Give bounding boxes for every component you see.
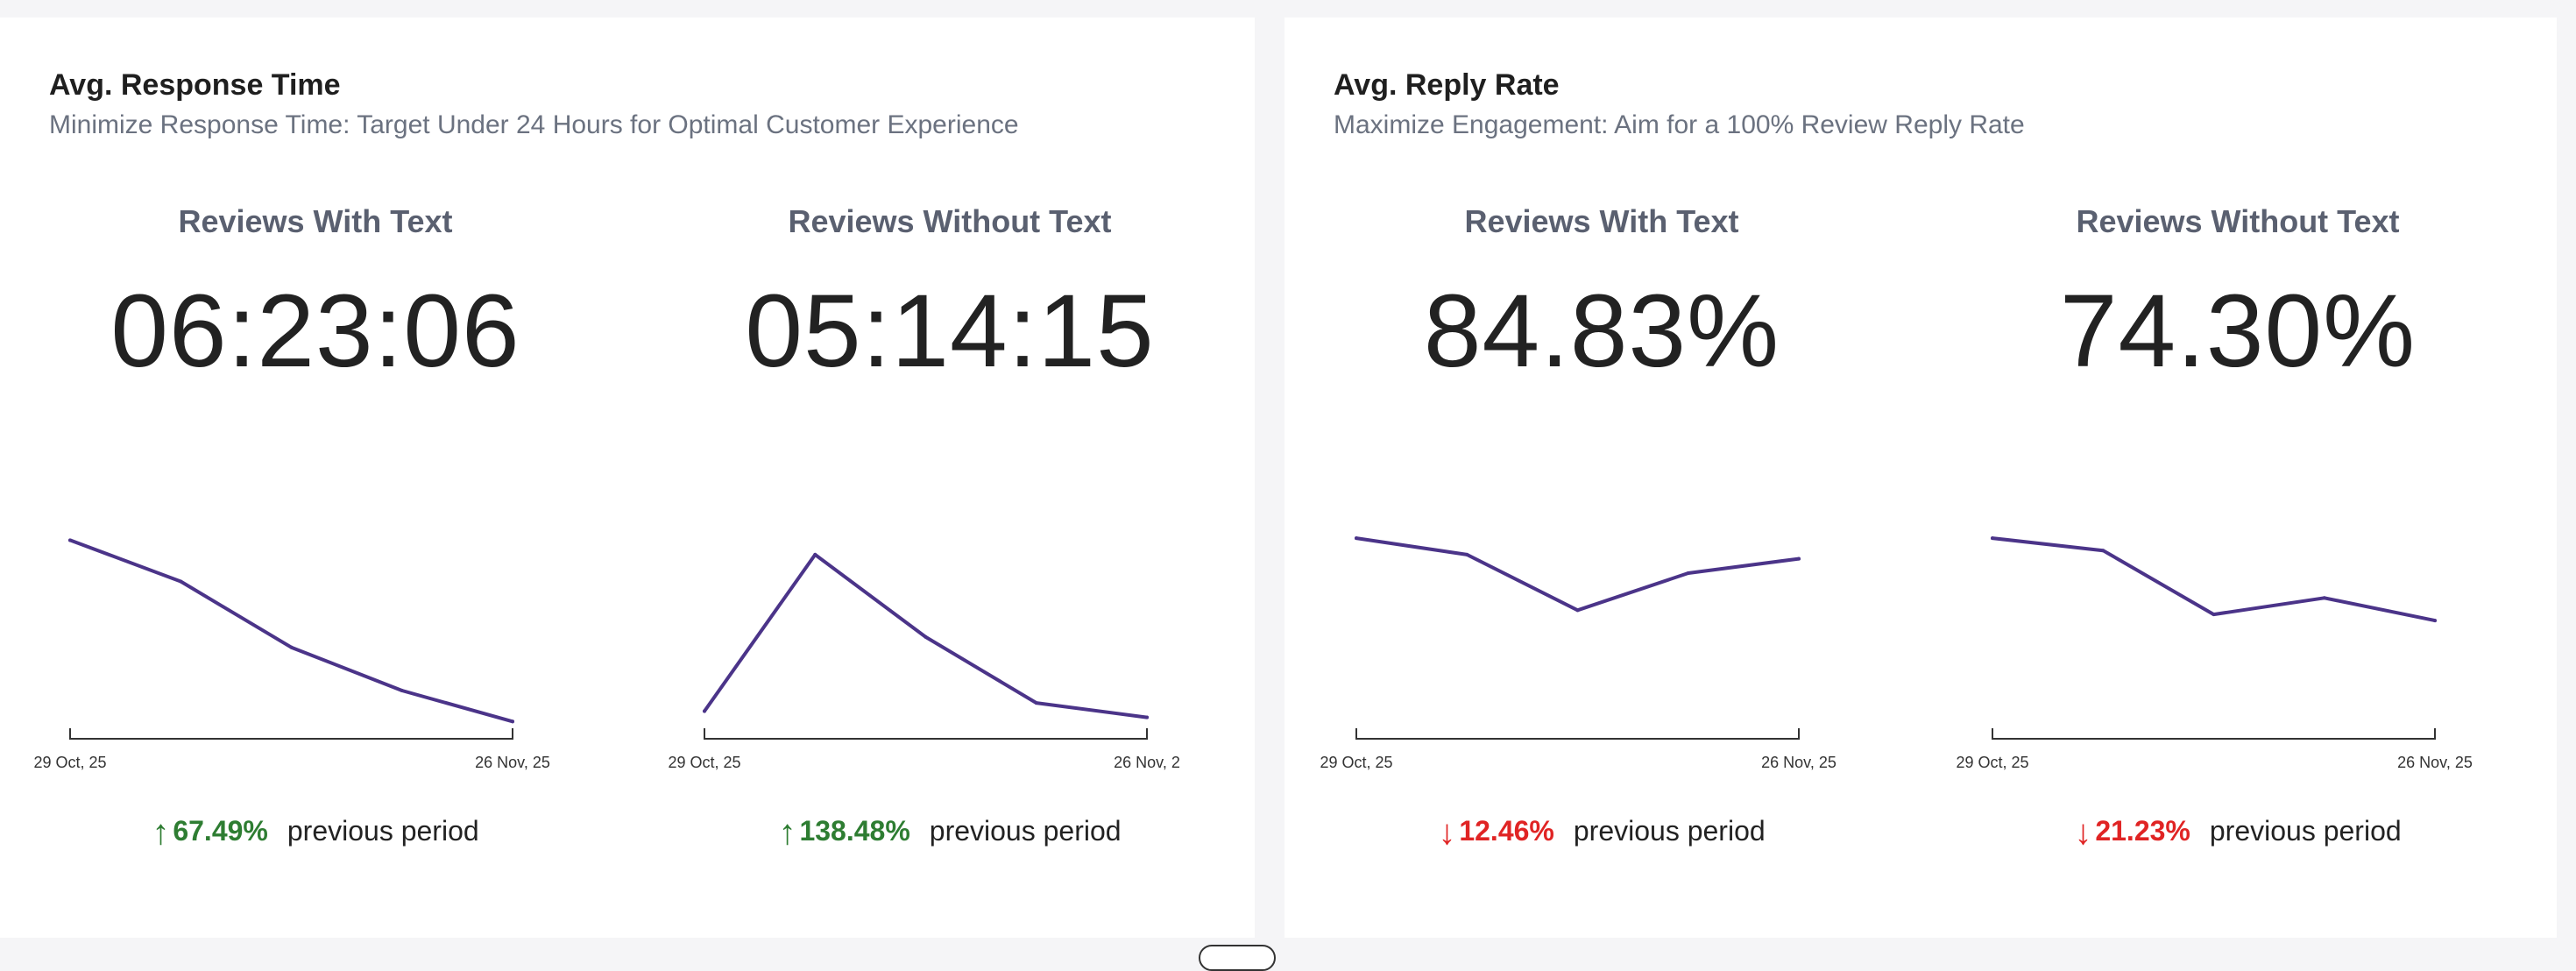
metric-reviews-with-text: Reviews With Text 84.83% 29 Oct, 25 26 No… (1286, 18, 1917, 938)
scroll-handle[interactable] (1199, 945, 1276, 971)
card-title: Avg. Response Time (49, 68, 341, 102)
trend-point (2212, 613, 2216, 617)
comparison-label: previous period (2209, 815, 2402, 847)
trend-point (1465, 552, 1469, 556)
trend-chart-svg: 29 Oct, 25 26 Nov, 25 (1956, 536, 2473, 771)
x-tick-label-start: 29 Oct, 25 (668, 754, 740, 771)
trend-chart: 29 Oct, 25 26 Nov, 25 (1922, 491, 2553, 789)
comparison-row: ↑ 138.48% previous period (634, 813, 1265, 853)
trend-point (2101, 549, 2105, 553)
metric-label: Reviews With Text (1464, 203, 1739, 239)
trend-point (1034, 701, 1038, 705)
trend-chart-svg: 29 Oct, 25 26 Nov, 2 (668, 552, 1180, 771)
trend-point (289, 645, 294, 649)
x-axis-line (704, 728, 1148, 740)
x-tick-label-end: 26 Nov, 25 (1761, 754, 1836, 771)
trend-point (1145, 715, 1149, 719)
reply-rate-card: Avg. Reply Rate Maximize Engagement: Aim… (1284, 18, 2557, 938)
x-axis-line (69, 728, 513, 740)
card-title: Avg. Reply Rate (1334, 68, 1560, 102)
trend-point (1797, 556, 1801, 561)
x-tick-label-end: 26 Nov, 25 (475, 754, 550, 771)
trend-point (511, 719, 514, 724)
trend-point (924, 634, 928, 639)
x-tick-label-start: 29 Oct, 25 (1320, 754, 1392, 771)
trend-point (2433, 619, 2437, 623)
x-axis-line (1992, 728, 2436, 740)
metric-label: Reviews With Text (178, 203, 453, 239)
card-subtitle: Maximize Engagement: Aim for a 100% Revi… (1334, 110, 2025, 139)
comparison-row: ↓ 12.46% previous period (1286, 813, 1917, 853)
metric-label: Reviews Without Text (788, 203, 1112, 239)
trend-chart: 29 Oct, 25 26 Nov, 2 (634, 491, 1265, 789)
trend-series-line (1355, 536, 1801, 613)
change-percentage: 138.48% (799, 815, 910, 847)
metric-value: 05:14:15 (745, 273, 1155, 389)
comparison-label: previous period (1573, 815, 1766, 847)
trend-point (2322, 596, 2326, 600)
comparison-label: previous period (929, 815, 1122, 847)
comparison-row: ↓ 21.23% previous period (1922, 813, 2553, 853)
card-subtitle: Minimize Response Time: Target Under 24 … (49, 110, 1019, 139)
trend-point (813, 552, 817, 556)
metric-reviews-without-text: Reviews Without Text 05:14:15 29 Oct, 25… (634, 18, 1265, 938)
change-percentage: 12.46% (1459, 815, 1554, 847)
trend-point (400, 689, 404, 692)
comparison-row: ↑ 67.49% previous period (0, 813, 631, 853)
trend-up-arrow-icon: ↑ (778, 813, 796, 852)
trend-down-arrow-icon: ↓ (1438, 813, 1456, 852)
metric-label: Reviews Without Text (2076, 203, 2400, 239)
trend-up-arrow-icon: ↑ (152, 813, 170, 852)
trend-point (1355, 536, 1358, 541)
trend-point (179, 579, 183, 584)
trend-point (703, 709, 706, 713)
trend-point (1991, 536, 1994, 541)
trend-chart-svg: 29 Oct, 25 26 Nov, 25 (1320, 536, 1836, 771)
trend-series-line (68, 538, 514, 724)
change-percentage: 21.23% (2095, 815, 2190, 847)
metric-value: 06:23:06 (110, 273, 520, 389)
trend-chart: 29 Oct, 25 26 Nov, 25 (1286, 491, 1917, 789)
metric-reviews-with-text: Reviews With Text 06:23:06 29 Oct, 25 26 … (0, 18, 631, 938)
trend-point (1575, 608, 1580, 613)
trend-series-line (1991, 536, 2437, 623)
metric-value: 84.83% (1423, 273, 1780, 389)
x-tick-label-start: 29 Oct, 25 (1956, 754, 2028, 771)
trend-down-arrow-icon: ↓ (2074, 813, 2092, 852)
trend-chart-svg: 29 Oct, 25 26 Nov, 25 (33, 538, 550, 771)
metric-value: 74.30% (2059, 273, 2417, 389)
trend-chart: 29 Oct, 25 26 Nov, 25 (0, 491, 631, 789)
change-percentage: 67.49% (173, 815, 268, 847)
response-time-card: Avg. Response Time Minimize Response Tim… (0, 18, 1255, 938)
trend-point (1686, 571, 1690, 576)
comparison-label: previous period (287, 815, 479, 847)
metric-reviews-without-text: Reviews Without Text 74.30% 29 Oct, 25 26… (1922, 18, 2553, 938)
trend-point (68, 538, 72, 542)
x-axis-line (1355, 728, 1800, 740)
x-tick-label-start: 29 Oct, 25 (33, 754, 106, 771)
x-tick-label-end: 26 Nov, 2 (1114, 754, 1180, 771)
x-tick-label-end: 26 Nov, 25 (2397, 754, 2473, 771)
